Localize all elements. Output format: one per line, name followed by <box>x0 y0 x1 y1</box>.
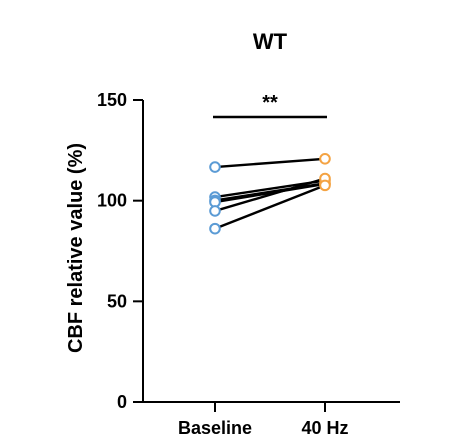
paired-line-1 <box>214 157 326 169</box>
y-tick-label-0: 0 <box>117 392 127 412</box>
y-tick-label-3: 150 <box>97 90 127 110</box>
baseline-point-5 <box>209 205 221 217</box>
hz40-point-6 <box>319 179 331 192</box>
y-tick-label-1: 50 <box>107 291 127 311</box>
hz40-point-1 <box>319 152 331 165</box>
x-tick-label-1: 40 Hz <box>301 418 348 438</box>
significance-label: ** <box>262 92 278 114</box>
x-tick-label-0: Baseline <box>178 418 252 438</box>
paired-line-4 <box>214 182 326 204</box>
y-axis-label: CBF relative value (%) <box>65 143 87 353</box>
paired-line-5 <box>214 177 326 213</box>
baseline-point-1 <box>209 161 221 173</box>
y-tick-label-2: 100 <box>97 191 127 211</box>
chart-title: WT <box>253 29 288 54</box>
baseline-point-6 <box>209 222 221 235</box>
paired-line-6 <box>214 184 326 230</box>
